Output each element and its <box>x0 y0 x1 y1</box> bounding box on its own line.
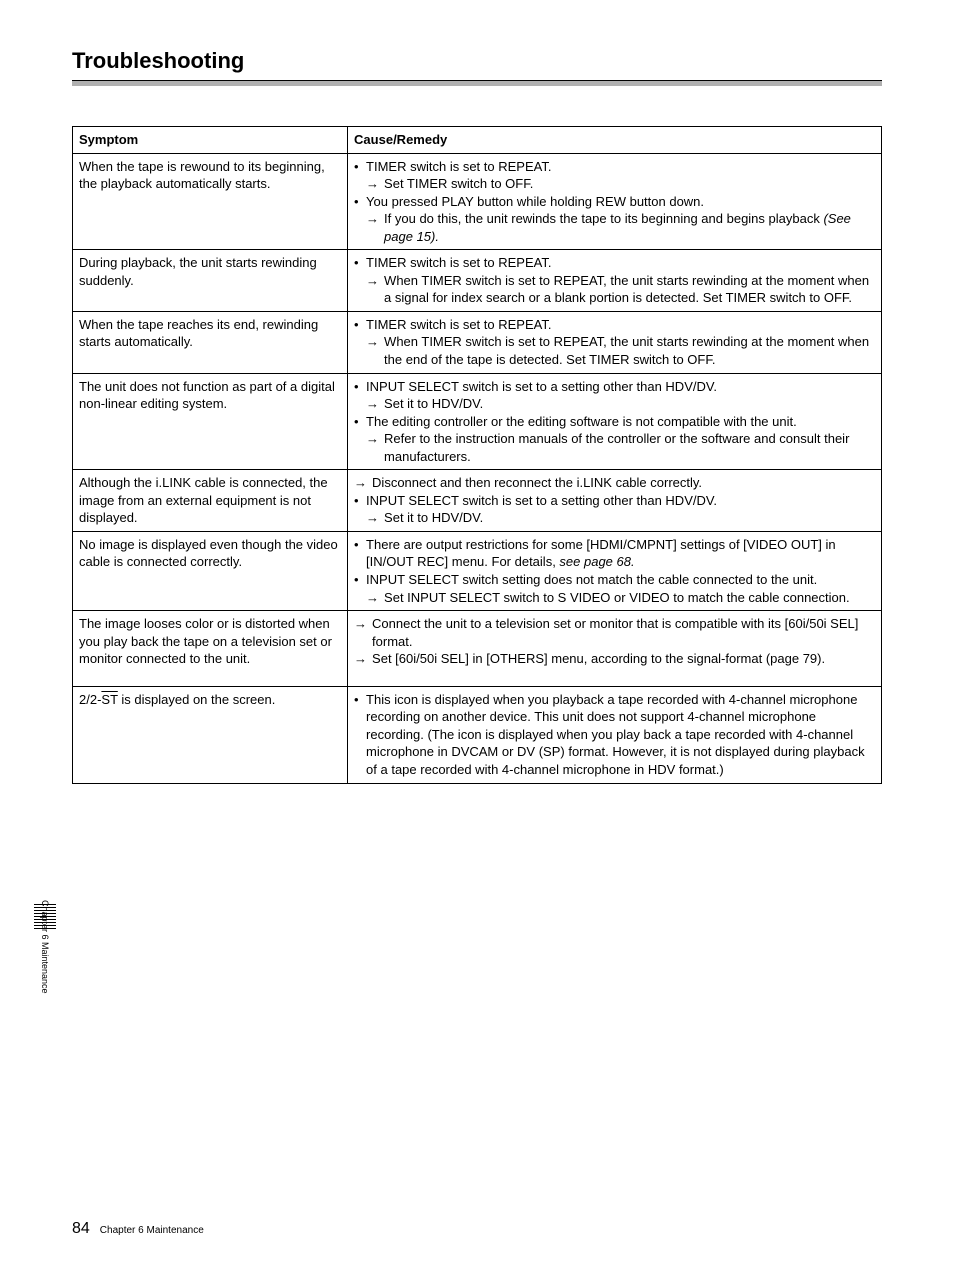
col-remedy-header: Cause/Remedy <box>348 127 882 154</box>
table-row: No image is displayed even though the vi… <box>73 531 882 610</box>
page-number: 84 <box>72 1220 90 1238</box>
table-row: The unit does not function as part of a … <box>73 373 882 470</box>
remedy-line: →Refer to the instruction manuals of the… <box>354 430 875 465</box>
page-footer: 84 Chapter 6 Maintenance <box>72 1220 204 1238</box>
remedy-line: •INPUT SELECT switch is set to a setting… <box>354 492 875 510</box>
remedy-line: •There are output restrictions for some … <box>354 536 875 571</box>
remedy-cell: •TIMER switch is set to REPEAT.→When TIM… <box>348 311 882 373</box>
remedy-cell: →Disconnect and then reconnect the i.LIN… <box>348 470 882 532</box>
remedy-line: •The editing controller or the editing s… <box>354 413 875 431</box>
remedy-line: →When TIMER switch is set to REPEAT, the… <box>354 272 875 307</box>
sidebar-chapter-label: Chapter 6 Maintenance <box>38 900 52 1060</box>
remedy-line: →When TIMER switch is set to REPEAT, the… <box>354 333 875 368</box>
remedy-line: •TIMER switch is set to REPEAT. <box>354 254 875 272</box>
symptom-cell: The unit does not function as part of a … <box>73 373 348 470</box>
remedy-line: →If you do this, the unit rewinds the ta… <box>354 210 875 245</box>
remedy-line: →Set it to HDV/DV. <box>354 395 875 413</box>
col-symptom-header: Symptom <box>73 127 348 154</box>
remedy-line: →Set it to HDV/DV. <box>354 509 875 527</box>
symptom-cell: No image is displayed even though the vi… <box>73 531 348 610</box>
symptom-cell: When the tape is rewound to its beginnin… <box>73 153 348 250</box>
table-header-row: Symptom Cause/Remedy <box>73 127 882 154</box>
remedy-line: →Disconnect and then reconnect the i.LIN… <box>354 474 875 492</box>
remedy-line: →Set [60i/50i SEL] in [OTHERS] menu, acc… <box>354 650 875 668</box>
remedy-line: •INPUT SELECT switch setting does not ma… <box>354 571 875 589</box>
troubleshooting-table: Symptom Cause/Remedy When the tape is re… <box>72 126 882 784</box>
page: Troubleshooting Symptom Cause/Remedy Whe… <box>0 0 954 1274</box>
symptom-cell: During playback, the unit starts rewindi… <box>73 250 348 312</box>
remedy-line: →Set TIMER switch to OFF. <box>354 175 875 193</box>
symptom-cell: The image looses color or is distorted w… <box>73 611 348 687</box>
symptom-cell: 2/2-ST is displayed on the screen. <box>73 686 348 783</box>
symptom-cell: When the tape reaches its end, rewinding… <box>73 311 348 373</box>
remedy-cell: •TIMER switch is set to REPEAT.→Set TIME… <box>348 153 882 250</box>
remedy-cell: •This icon is displayed when you playbac… <box>348 686 882 783</box>
remedy-line: •TIMER switch is set to REPEAT. <box>354 158 875 176</box>
remedy-line: •TIMER switch is set to REPEAT. <box>354 316 875 334</box>
table-row: When the tape is rewound to its beginnin… <box>73 153 882 250</box>
remedy-line: →Set INPUT SELECT switch to S VIDEO or V… <box>354 589 875 607</box>
remedy-cell: •There are output restrictions for some … <box>348 531 882 610</box>
table-row: During playback, the unit starts rewindi… <box>73 250 882 312</box>
table-row: Although the i.LINK cable is connected, … <box>73 470 882 532</box>
title-rule <box>72 80 882 86</box>
page-title: Troubleshooting <box>72 48 882 74</box>
remedy-line: •This icon is displayed when you playbac… <box>354 691 875 779</box>
footer-text: Chapter 6 Maintenance <box>100 1225 204 1236</box>
remedy-cell: •TIMER switch is set to REPEAT.→When TIM… <box>348 250 882 312</box>
remedy-line: •INPUT SELECT switch is set to a setting… <box>354 378 875 396</box>
remedy-cell: •INPUT SELECT switch is set to a setting… <box>348 373 882 470</box>
table-row: 2/2-ST is displayed on the screen.•This … <box>73 686 882 783</box>
table-row: The image looses color or is distorted w… <box>73 611 882 687</box>
table-row: When the tape reaches its end, rewinding… <box>73 311 882 373</box>
remedy-line: →Connect the unit to a television set or… <box>354 615 875 650</box>
symptom-cell: Although the i.LINK cable is connected, … <box>73 470 348 532</box>
remedy-line: •You pressed PLAY button while holding R… <box>354 193 875 211</box>
remedy-cell: →Connect the unit to a television set or… <box>348 611 882 687</box>
